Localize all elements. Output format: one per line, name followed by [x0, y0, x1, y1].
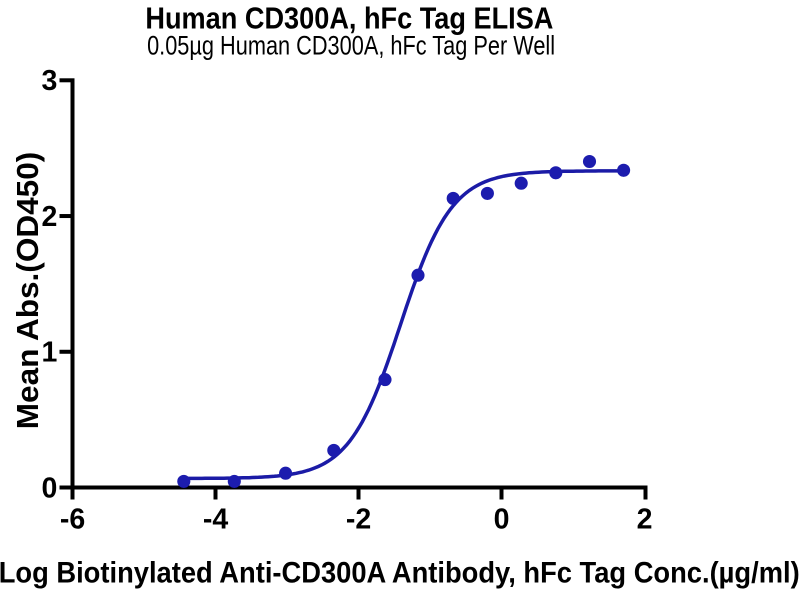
svg-text:-4: -4 [203, 504, 228, 536]
svg-text:-6: -6 [60, 504, 85, 536]
svg-text:Log Biotinylated Anti-CD300A A: Log Biotinylated Anti-CD300A Antibody, h… [0, 557, 800, 590]
svg-text:-2: -2 [346, 504, 371, 536]
svg-text:2: 2 [637, 504, 653, 536]
svg-text:0.05µg Human CD300A, hFc Tag P: 0.05µg Human CD300A, hFc Tag Per Well [147, 31, 555, 61]
svg-text:Human CD300A, hFc Tag ELISA: Human CD300A, hFc Tag ELISA [145, 0, 553, 35]
svg-text:0: 0 [494, 504, 510, 536]
svg-text:0: 0 [41, 472, 57, 504]
svg-text:Mean Abs.(OD450): Mean Abs.(OD450) [10, 152, 45, 430]
svg-text:1: 1 [41, 337, 57, 369]
svg-text:2: 2 [41, 201, 57, 233]
svg-text:3: 3 [41, 65, 57, 97]
